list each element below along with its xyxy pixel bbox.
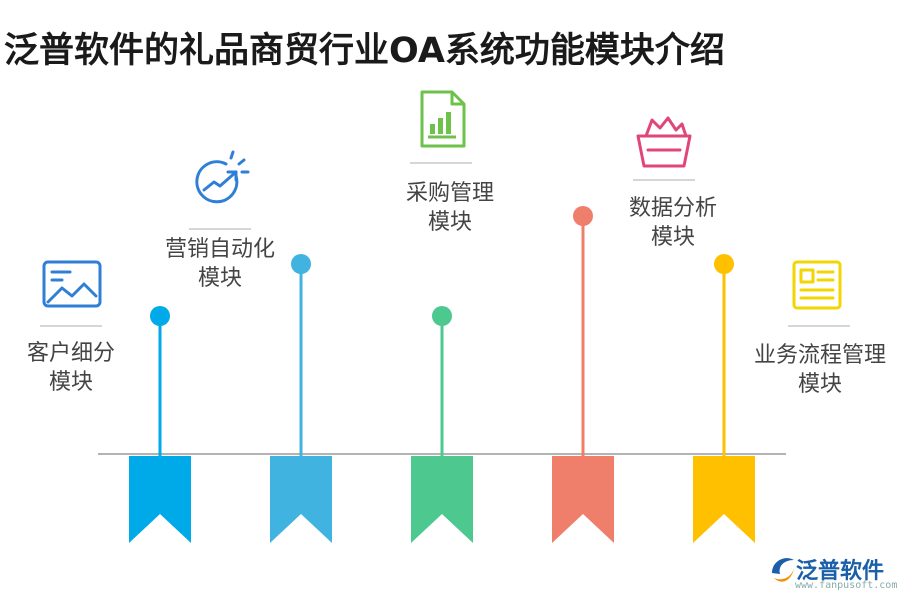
module-1-suffix: 模块 xyxy=(48,370,93,395)
module-3-name: 采购管理 xyxy=(405,181,494,206)
module-5-label: 业务流程管理 模块 xyxy=(738,341,900,399)
module-2 xyxy=(189,150,332,543)
module-1-name: 客户细分 xyxy=(26,341,115,366)
module-2-dot xyxy=(291,254,311,274)
module-4-name: 数据分析 xyxy=(628,196,717,221)
module-2-flag xyxy=(270,456,332,543)
module-1-label: 客户细分 模块 xyxy=(0,339,146,397)
module-4-suffix: 模块 xyxy=(650,225,695,250)
module-5-flag xyxy=(693,456,755,543)
module-4-label: 数据分析 模块 xyxy=(598,194,748,252)
module-3-dot xyxy=(432,306,452,326)
module-5-suffix: 模块 xyxy=(797,372,842,397)
module-2-label: 营销自动化 模块 xyxy=(145,235,295,293)
module-4 xyxy=(552,116,695,543)
module-3-flag xyxy=(411,456,473,543)
basket-icon xyxy=(636,116,692,168)
module-5-name: 业务流程管理 xyxy=(753,343,886,368)
growth-arrow-icon xyxy=(195,150,250,204)
notepad-icon xyxy=(792,260,842,310)
document-chart-icon xyxy=(420,90,466,148)
module-1-flag xyxy=(129,456,191,543)
module-2-suffix: 模块 xyxy=(197,266,242,291)
module-5-dot xyxy=(714,254,734,274)
module-3-suffix: 模块 xyxy=(427,210,472,235)
image-frame-icon xyxy=(42,260,102,308)
brand-logo-mark xyxy=(772,558,794,582)
page-title: 泛普软件的礼品商贸行业OA系统功能模块介绍 xyxy=(4,31,725,71)
brand-logo-text: 泛普软件 xyxy=(796,559,885,584)
module-3-label: 采购管理 模块 xyxy=(375,179,525,237)
module-4-flag xyxy=(552,456,614,543)
brand-logo-url: www.fanpusoft.com xyxy=(795,580,898,591)
module-1-dot xyxy=(150,306,170,326)
module-2-name: 营销自动化 xyxy=(164,237,275,262)
module-3 xyxy=(410,90,473,543)
module-5 xyxy=(693,254,850,543)
module-4-dot xyxy=(573,206,593,226)
module-1 xyxy=(40,260,191,543)
